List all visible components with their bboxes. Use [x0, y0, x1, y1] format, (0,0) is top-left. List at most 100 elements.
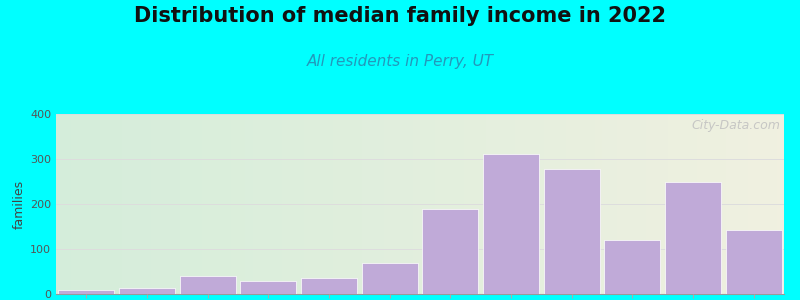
Bar: [605, 240, 660, 294]
Bar: [362, 262, 418, 294]
Bar: [580, 114, 587, 294]
Bar: [422, 209, 478, 294]
Bar: [354, 114, 362, 294]
Bar: [129, 114, 136, 294]
Bar: [537, 114, 544, 294]
Bar: [682, 114, 690, 294]
Bar: [107, 114, 114, 294]
Bar: [158, 114, 166, 294]
Bar: [740, 114, 747, 294]
Bar: [58, 290, 114, 294]
Bar: [202, 114, 209, 294]
Bar: [289, 114, 296, 294]
Bar: [63, 114, 70, 294]
Bar: [303, 114, 310, 294]
Bar: [310, 114, 318, 294]
Bar: [471, 114, 478, 294]
Bar: [114, 114, 122, 294]
Bar: [326, 114, 333, 294]
Bar: [238, 114, 246, 294]
Bar: [690, 114, 697, 294]
Bar: [522, 114, 530, 294]
Bar: [704, 114, 711, 294]
Bar: [180, 114, 187, 294]
Bar: [726, 230, 782, 294]
Bar: [427, 114, 434, 294]
Bar: [333, 114, 340, 294]
Bar: [610, 114, 617, 294]
Bar: [587, 114, 594, 294]
Bar: [478, 114, 486, 294]
Bar: [241, 281, 296, 294]
Bar: [594, 114, 602, 294]
Bar: [770, 114, 777, 294]
Bar: [194, 114, 202, 294]
Bar: [296, 114, 303, 294]
Bar: [223, 114, 230, 294]
Bar: [617, 114, 624, 294]
Bar: [434, 114, 442, 294]
Bar: [340, 114, 347, 294]
Bar: [362, 114, 369, 294]
Bar: [755, 114, 762, 294]
Bar: [318, 114, 326, 294]
Bar: [747, 114, 755, 294]
Bar: [369, 114, 376, 294]
Bar: [777, 114, 784, 294]
Bar: [301, 278, 357, 294]
Text: Distribution of median family income in 2022: Distribution of median family income in …: [134, 6, 666, 26]
Bar: [100, 114, 107, 294]
Bar: [762, 114, 770, 294]
Bar: [514, 114, 522, 294]
Bar: [726, 114, 733, 294]
Text: City-Data.com: City-Data.com: [691, 119, 780, 132]
Bar: [413, 114, 420, 294]
Bar: [638, 114, 646, 294]
Bar: [230, 114, 238, 294]
Bar: [566, 114, 573, 294]
Bar: [551, 114, 558, 294]
Bar: [93, 114, 100, 294]
Bar: [376, 114, 384, 294]
Bar: [558, 114, 566, 294]
Bar: [85, 114, 93, 294]
Bar: [449, 114, 456, 294]
Bar: [665, 182, 721, 294]
Bar: [78, 114, 85, 294]
Bar: [187, 114, 194, 294]
Text: All residents in Perry, UT: All residents in Perry, UT: [306, 54, 494, 69]
Bar: [216, 114, 223, 294]
Bar: [253, 114, 260, 294]
Bar: [143, 114, 150, 294]
Bar: [282, 114, 289, 294]
Bar: [718, 114, 726, 294]
Bar: [602, 114, 610, 294]
Bar: [733, 114, 740, 294]
Bar: [456, 114, 464, 294]
Bar: [122, 114, 129, 294]
Bar: [180, 276, 235, 294]
Bar: [70, 114, 78, 294]
Bar: [391, 114, 398, 294]
Bar: [493, 114, 500, 294]
Bar: [544, 114, 551, 294]
Bar: [624, 114, 631, 294]
Y-axis label: families: families: [13, 179, 26, 229]
Bar: [398, 114, 406, 294]
Bar: [507, 114, 514, 294]
Bar: [631, 114, 638, 294]
Bar: [653, 114, 660, 294]
Bar: [406, 114, 413, 294]
Bar: [483, 154, 539, 294]
Bar: [260, 114, 267, 294]
Bar: [646, 114, 653, 294]
Bar: [660, 114, 667, 294]
Bar: [530, 114, 537, 294]
Bar: [486, 114, 493, 294]
Bar: [165, 114, 173, 294]
Bar: [667, 114, 674, 294]
Bar: [56, 114, 63, 294]
Bar: [697, 114, 704, 294]
Bar: [442, 114, 449, 294]
Bar: [173, 114, 180, 294]
